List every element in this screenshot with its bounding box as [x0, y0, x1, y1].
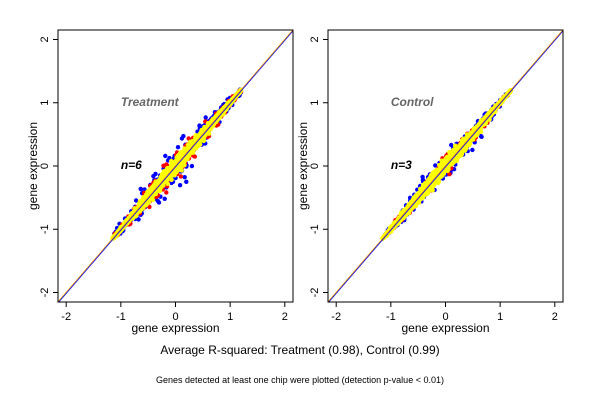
data-point: [162, 172, 168, 177]
data-point: [424, 181, 430, 186]
reference-line: [328, 30, 563, 302]
data-point: [147, 204, 152, 210]
data-point: [458, 142, 463, 147]
data-point: [467, 132, 472, 137]
data-point: [432, 169, 437, 174]
y-tick-label: 0: [309, 163, 321, 169]
sample-count-label: n=6: [121, 158, 142, 172]
x-tick-label: -1: [386, 311, 396, 323]
data-point: [158, 175, 163, 181]
footnote: Genes detected at least one chip were pl…: [156, 375, 444, 385]
data-point: [163, 153, 168, 159]
data-point: [178, 174, 184, 179]
y-tick-label: -1: [309, 224, 321, 234]
data-point: [479, 134, 484, 139]
data-point: [181, 133, 186, 139]
x-axis-label: gene expression: [401, 321, 489, 335]
y-tick-label: 0: [39, 163, 51, 169]
data-point: [420, 177, 426, 182]
y-tick-label: -2: [39, 288, 51, 298]
panel-control: -2 -1 0 1 2 -2 -1 0 1 2 gene expression gene expres…: [296, 29, 564, 335]
data-point: [452, 157, 458, 162]
data-point: [153, 171, 158, 177]
x-tick-label: -2: [331, 311, 341, 323]
data-point: [459, 150, 464, 155]
y-tick-label: 1: [39, 100, 51, 106]
x-tick-label: 1: [497, 311, 503, 323]
data-point: [162, 196, 167, 201]
data-point: [138, 186, 143, 192]
data-point: [166, 166, 171, 171]
x-axis-label: gene expression: [131, 321, 219, 335]
data-point: [161, 169, 167, 174]
data-point: [447, 172, 452, 177]
reference-line: [58, 30, 293, 302]
x-tick-label: 1: [227, 311, 233, 323]
data-point: [189, 163, 195, 169]
data-point: [449, 142, 454, 148]
panel-title: Control: [391, 95, 434, 109]
reference-line: [328, 30, 563, 302]
data-point: [164, 162, 169, 167]
x-tick-label: -2: [61, 311, 71, 323]
data-point: [464, 143, 469, 149]
data-point: [181, 149, 186, 154]
y-axis-label: gene expression: [296, 122, 310, 210]
y-tick-label: 2: [39, 36, 51, 42]
data-point: [427, 177, 432, 182]
sample-count-label: n=3: [391, 158, 412, 172]
y-tick-label: -2: [309, 288, 321, 298]
data-point: [153, 191, 159, 197]
data-point: [203, 115, 208, 120]
panel-treatment: -2 -1 0 1 2 -2 -1 0 1 2 gene expression gene expres…: [26, 29, 294, 335]
data-point: [444, 168, 449, 173]
x-tick-label: 2: [552, 311, 558, 323]
data-point: [164, 190, 169, 195]
data-point: [199, 127, 204, 133]
data-point: [448, 151, 454, 156]
data-point: [193, 133, 198, 138]
data-point: [133, 198, 139, 203]
data-point: [453, 147, 458, 152]
data-point: [473, 133, 478, 138]
r-squared-summary: Average R-squared: Treatment (0.98), Con…: [160, 343, 440, 357]
data-point: [436, 179, 442, 184]
panel-title: Treatment: [121, 95, 180, 109]
y-tick-label: -1: [39, 224, 51, 234]
data-point: [156, 200, 162, 205]
x-tick-label: -1: [116, 311, 126, 323]
y-axis-label: gene expression: [26, 122, 40, 210]
y-tick-label: 1: [309, 100, 321, 106]
data-point: [177, 183, 183, 188]
data-point: [470, 147, 475, 153]
points-group: [328, 30, 563, 302]
y-tick-label: 2: [309, 36, 321, 42]
data-point: [182, 175, 187, 180]
data-point: [433, 163, 438, 168]
data-point: [184, 179, 189, 184]
data-point: [436, 176, 442, 181]
data-point: [138, 200, 143, 205]
data-point: [177, 151, 182, 156]
points-group: [58, 30, 293, 302]
data-point: [197, 123, 202, 128]
data-point: [145, 189, 150, 194]
x-tick-label: 0: [442, 311, 448, 323]
x-tick-label: 2: [282, 311, 288, 323]
reference-line: [58, 30, 293, 302]
data-point: [445, 157, 450, 162]
data-point: [186, 136, 191, 141]
x-tick-label: 0: [172, 311, 178, 323]
data-point: [175, 145, 181, 150]
